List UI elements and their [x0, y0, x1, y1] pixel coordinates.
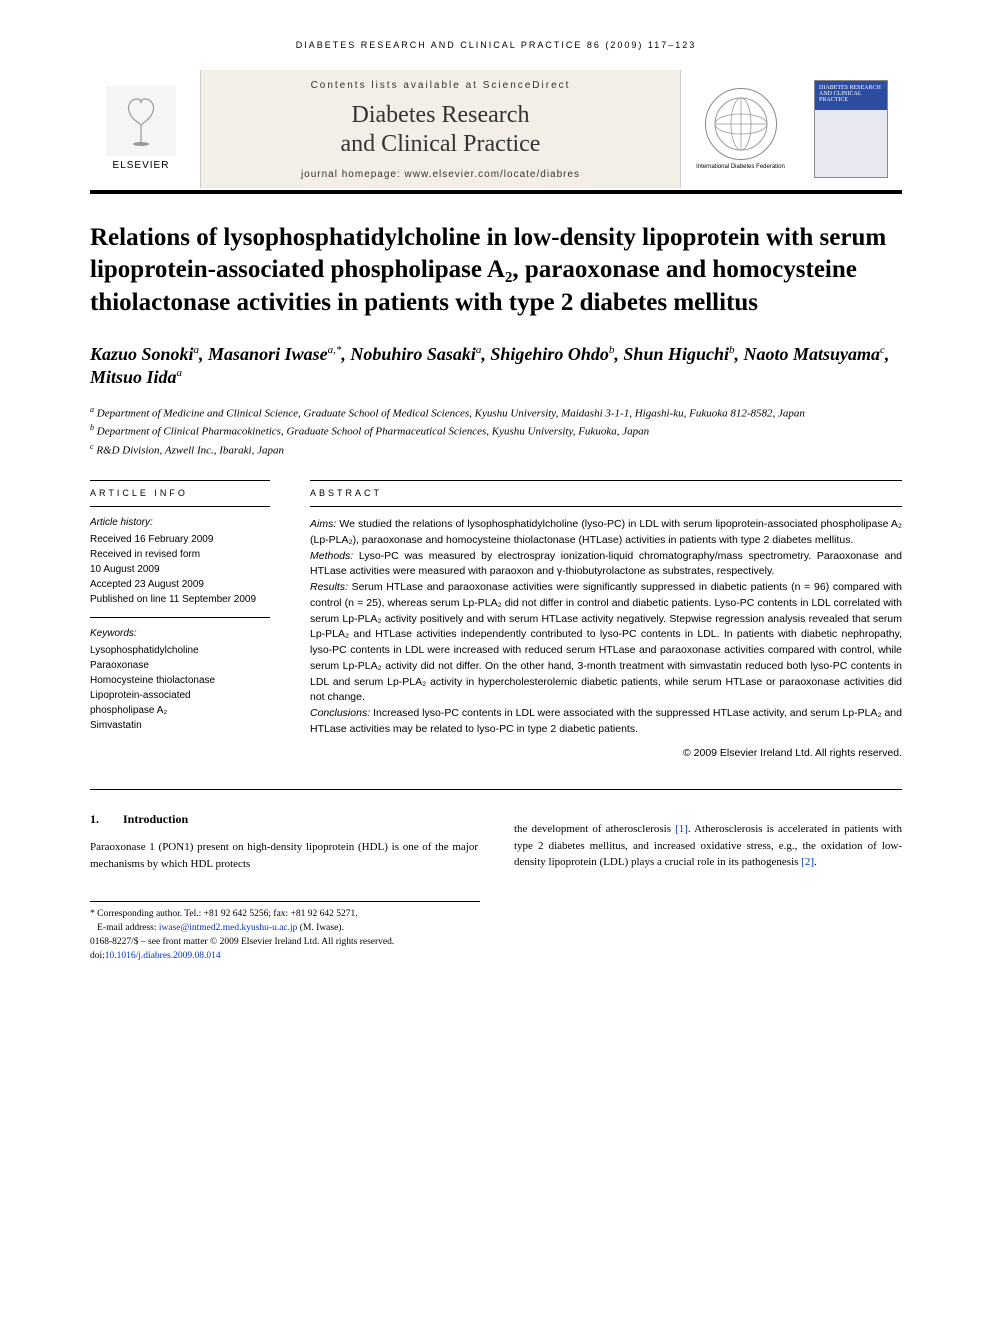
abstract: ABSTRACT Aims: We studied the relations …: [310, 480, 902, 762]
journal-homepage: journal homepage: www.elsevier.com/locat…: [217, 169, 664, 180]
journal-name-line-2: and Clinical Practice: [341, 131, 541, 157]
doi-link[interactable]: 10.1016/j.diabres.2009.08.014: [105, 951, 221, 961]
email-link[interactable]: iwase@intmed2.med.kyushu-u.ac.jp: [159, 923, 298, 933]
globe-icon: [705, 88, 777, 160]
abstract-conclusions: Conclusions: Increased lyso-PC contents …: [310, 706, 902, 738]
email-line: E-mail address: iwase@intmed2.med.kyushu…: [90, 922, 480, 936]
abstract-aims: Aims: We studied the relations of lysoph…: [310, 517, 902, 549]
history-item: Received 16 February 2009: [90, 532, 270, 547]
keyword-item: Lysophosphatidylcholine: [90, 643, 270, 658]
section-rule: [90, 789, 902, 790]
journal-cover: DIABETES RESEARCH AND CLINICAL PRACTICE: [800, 70, 902, 188]
history-item: Published on line 11 September 2009: [90, 592, 270, 607]
elsevier-logo: ELSEVIER: [90, 70, 192, 188]
page-container: DIABETES RESEARCH AND CLINICAL PRACTICE …: [0, 0, 992, 1023]
running-header: DIABETES RESEARCH AND CLINICAL PRACTICE …: [90, 40, 902, 50]
article-history-list: Received 16 February 2009Received in rev…: [90, 532, 270, 607]
cover-title: DIABETES RESEARCH AND CLINICAL PRACTICE: [819, 85, 881, 103]
affiliations: a Department of Medicine and Clinical Sc…: [90, 404, 902, 460]
authors: Kazuo Sonokia, Masanori Iwasea,*, Nobuhi…: [90, 343, 902, 390]
body-col-2: the development of atherosclerosis [1]. …: [514, 810, 902, 883]
contents-available: Contents lists available at ScienceDirec…: [217, 80, 664, 91]
keyword-item: phospholipase A₂: [90, 703, 270, 718]
conclusions-label: Conclusions:: [310, 707, 370, 719]
affiliation-a: a Department of Medicine and Clinical Sc…: [90, 404, 902, 423]
journal-name: Diabetes Research and Clinical Practice: [217, 101, 664, 159]
article-info: ARTICLE INFO Article history: Received 1…: [90, 480, 270, 762]
history-item: Received in revised form: [90, 547, 270, 562]
cite-link-1[interactable]: [1]: [675, 823, 688, 835]
footnotes: * Corresponding author. Tel.: +81 92 642…: [90, 901, 480, 963]
masthead-center: Contents lists available at ScienceDirec…: [200, 70, 681, 188]
body-columns: 1. Introduction Paraoxonase 1 (PON1) pres…: [90, 810, 902, 883]
info-abstract-row: ARTICLE INFO Article history: Received 1…: [90, 480, 902, 762]
email-who: (M. Iwase).: [300, 923, 344, 933]
conclusions-text: Increased lyso-PC contents in LDL were a…: [310, 707, 902, 735]
globe-svg-icon: [711, 94, 771, 154]
abstract-results: Results: Serum HTLase and paraoxonase ac…: [310, 580, 902, 706]
aims-text: We studied the relations of lysophosphat…: [310, 518, 902, 546]
body-p1: Paraoxonase 1 (PON1) present on high-den…: [90, 839, 478, 872]
email-label: E-mail address:: [97, 923, 156, 933]
results-text: Serum HTLase and paraoxonase activities …: [310, 581, 902, 703]
aims-label: Aims:: [310, 518, 336, 530]
corresponding-author: * Corresponding author. Tel.: +81 92 642…: [90, 908, 480, 922]
affiliation-b: b Department of Clinical Pharmacokinetic…: [90, 422, 902, 441]
federation-label: International Diabetes Federation: [696, 164, 785, 170]
keywords-label: Keywords:: [90, 626, 270, 641]
article-title: Relations of lysophosphatidylcholine in …: [90, 222, 902, 320]
affiliation-c: c R&D Division, Azwell Inc., Ibaraki, Ja…: [90, 441, 902, 460]
abstract-copyright: © 2009 Elsevier Ireland Ltd. All rights …: [310, 746, 902, 762]
keyword-item: Homocysteine thiolactonase: [90, 673, 270, 688]
methods-label: Methods:: [310, 550, 353, 562]
section-number: 1.: [90, 812, 99, 826]
affiliation-a-text: Department of Medicine and Clinical Scie…: [97, 408, 805, 420]
elsevier-tree-icon: [106, 86, 176, 156]
body-col-1: 1. Introduction Paraoxonase 1 (PON1) pres…: [90, 810, 478, 883]
history-item: 10 August 2009: [90, 562, 270, 577]
keywords-list: LysophosphatidylcholineParaoxonaseHomocy…: [90, 643, 270, 733]
federation-logo: International Diabetes Federation: [689, 70, 792, 188]
abstract-methods: Methods: Lyso-PC was measured by electro…: [310, 549, 902, 581]
article-history-label: Article history:: [90, 515, 270, 530]
issn-line: 0168-8227/$ – see front matter © 2009 El…: [90, 936, 480, 950]
masthead: ELSEVIER Contents lists available at Sci…: [90, 70, 902, 194]
elsevier-name: ELSEVIER: [113, 160, 170, 171]
article-info-header: ARTICLE INFO: [90, 480, 270, 508]
abstract-header: ABSTRACT: [310, 480, 902, 508]
section-title: 1. Introduction: [90, 810, 478, 828]
methods-text: Lyso-PC was measured by electrospray ion…: [310, 550, 902, 578]
doi-line: doi:10.1016/j.diabres.2009.08.014: [90, 950, 480, 964]
keyword-item: Simvastatin: [90, 718, 270, 733]
journal-name-line-1: Diabetes Research: [352, 102, 530, 128]
affiliation-c-text: R&D Division, Azwell Inc., Ibaraki, Japa…: [96, 445, 284, 457]
cite-link-2[interactable]: [2]: [801, 856, 814, 868]
keyword-item: Lipoprotein-associated: [90, 688, 270, 703]
info-divider: [90, 617, 270, 618]
keyword-item: Paraoxonase: [90, 658, 270, 673]
results-label: Results:: [310, 581, 348, 593]
doi-label: doi:: [90, 951, 105, 961]
journal-cover-box: DIABETES RESEARCH AND CLINICAL PRACTICE: [814, 80, 888, 178]
body-p2: the development of atherosclerosis [1]. …: [514, 821, 902, 871]
affiliation-b-text: Department of Clinical Pharmacokinetics,…: [97, 426, 649, 438]
tree-icon: [111, 91, 171, 151]
history-item: Accepted 23 August 2009: [90, 577, 270, 592]
section-heading: Introduction: [123, 812, 188, 826]
